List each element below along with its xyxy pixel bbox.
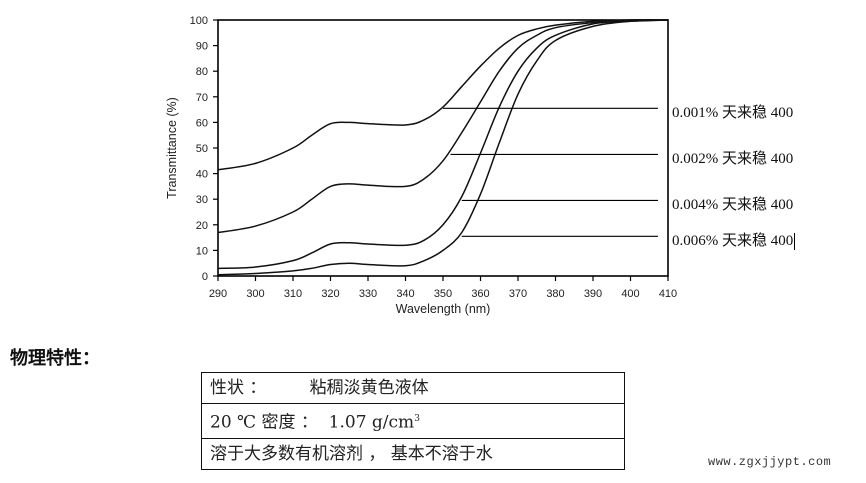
axis-ticks: 0 10 20 30 40 50 60 70 80 90 100 290 300 310 320 330 340… [190,15,678,300]
property-solubility: 溶于大多数有机溶剂 ， 基本不溶于水 [201,437,625,470]
x-tick-label: 340 [396,288,414,300]
legend-label-0004: 0.004% 天来稳 400 [672,197,794,213]
x-tick-label: 300 [246,288,264,300]
x-tick-label: 320 [321,288,339,300]
x-tick-label: 380 [546,288,564,300]
table-row: 20 ℃ 密度 ： 1.07 g/cm3 [201,403,625,439]
y-tick-label: 50 [196,143,208,155]
x-tick-label: 290 [209,288,227,300]
properties-table: 性状 ： 粘稠淡黄色液体 20 ℃ 密度 ： 1.07 g/cm3 溶于大多数有… [201,372,625,470]
x-tick-label: 310 [284,288,302,300]
x-tick-label: 350 [434,288,452,300]
legend-label-0006-text: 0.006% 天来稳 400 [672,233,794,249]
x-tick-label: 370 [509,288,527,300]
legend-label-0002: 0.002% 天来稳 400 [672,151,794,167]
y-tick-label: 20 [196,220,208,232]
y-tick-label: 10 [196,245,208,257]
y-tick-label: 30 [196,194,208,206]
legend-leader-lines [443,107,658,237]
x-tick-label: 330 [359,288,377,300]
plot-frame [217,19,669,277]
y-tick-label: 0 [202,271,208,283]
y-axis-title: Transmittance (%) [165,97,179,199]
density-superscript: 3 [414,414,420,424]
transmittance-curves [217,19,669,276]
y-tick-label: 80 [196,66,208,78]
legend-label-0006: 0.006% 天来稳 400 [672,229,796,251]
table-row: 性状 ： 粘稠淡黄色液体 [201,372,625,404]
y-tick-label: 90 [196,41,208,53]
x-axis-title: Wavelength (nm) [396,302,491,316]
watermark-url: www.zgxjjypt.com [708,455,832,469]
x-tick-label: 390 [584,288,602,300]
x-tick-label: 410 [659,288,677,300]
table-row: 溶于大多数有机溶剂 ， 基本不溶于水 [201,437,625,470]
y-tick-label: 60 [196,117,208,129]
text-cursor [794,233,796,251]
property-density: 20 ℃ 密度 ： 1.07 g/cm3 [201,403,625,439]
series-curve-3 [217,19,669,276]
density-text: 20 ℃ 密度 ： 1.07 g/cm [210,412,415,433]
x-tick-label: 400 [621,288,639,300]
section-title-physical-properties: 物理特性： [10,348,100,369]
legend-label-0001: 0.001% 天来稳 400 [672,105,794,121]
y-tick-label: 70 [196,92,208,104]
transmittance-chart: 0 10 20 30 40 50 60 70 80 90 100 290 300 310 320 330 340… [165,15,678,316]
series-curve-0 [217,19,669,171]
series-curve-1 [217,19,669,234]
x-tick-label: 360 [471,288,489,300]
property-appearance: 性状 ： 粘稠淡黄色液体 [201,372,625,404]
y-tick-label: 40 [196,169,208,181]
series-curve-2 [217,19,669,270]
y-tick-label: 100 [190,15,208,27]
